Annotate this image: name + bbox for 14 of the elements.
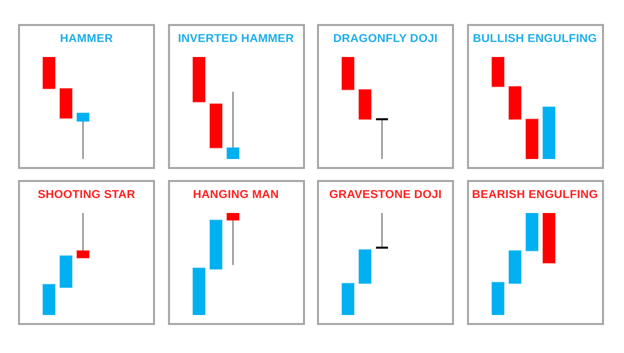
chart-title: INVERTED HAMMER	[176, 33, 296, 47]
candlestick	[376, 118, 388, 159]
candlestick	[226, 213, 239, 266]
candlestick	[76, 213, 90, 259]
chart-title: BEARISH ENGULFING	[470, 189, 600, 203]
chart-title: HAMMER	[59, 33, 114, 47]
chart-title: GRAVESTONE DOJI	[328, 189, 443, 203]
chart-title: SHOOTING STAR	[36, 189, 136, 203]
candlestick	[76, 112, 90, 159]
candlestick	[376, 213, 388, 249]
chart-title: HANGING MAN	[192, 189, 280, 203]
chart-title: BULLISH ENGULFING	[472, 33, 598, 47]
chart-title: DRAGONFLY DOJI	[332, 33, 439, 47]
candlestick	[226, 90, 239, 159]
